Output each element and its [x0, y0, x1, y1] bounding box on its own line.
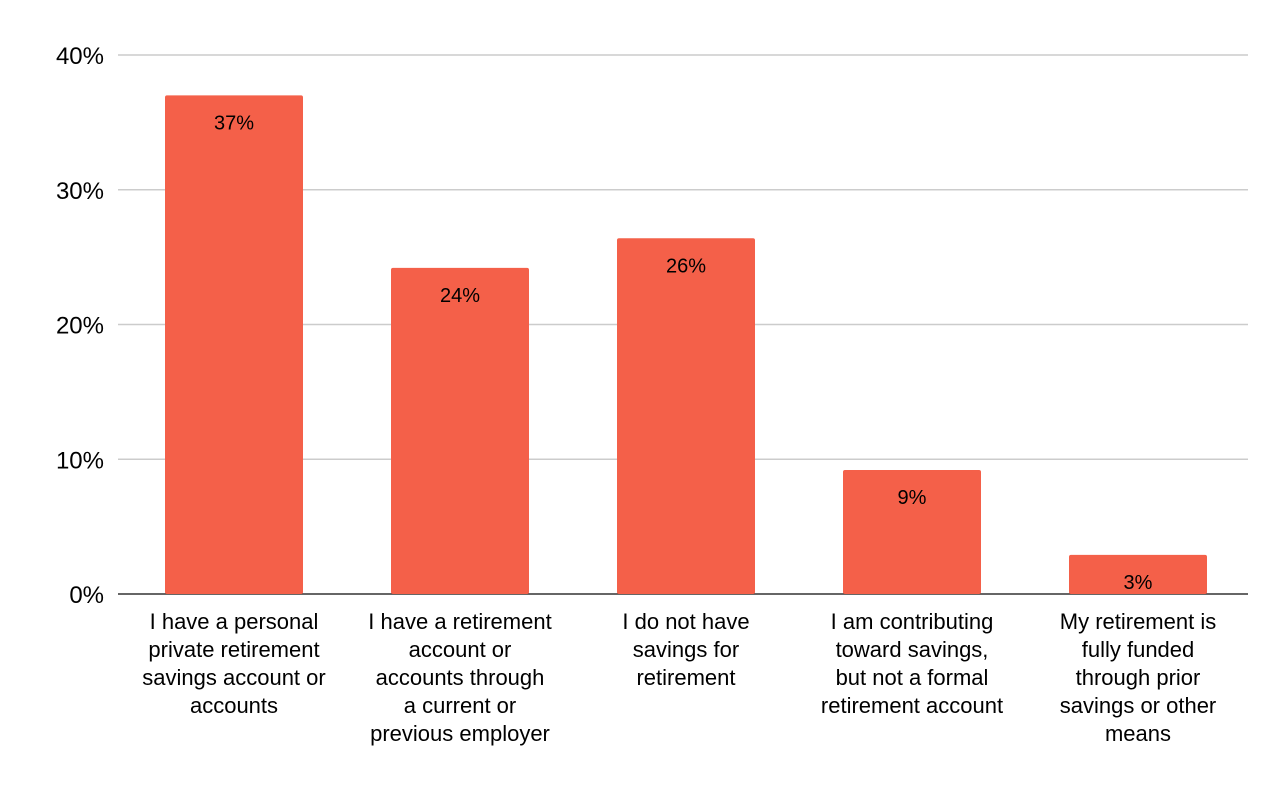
y-axis-ticks: 0% 10% 20% 30% 40%	[56, 43, 104, 609]
bar	[617, 238, 755, 594]
y-tick-label: 10%	[56, 447, 104, 474]
data-label: 26%	[666, 255, 706, 277]
bars	[165, 95, 1207, 595]
x-tick-label: I have a retirement account or accounts th…	[368, 609, 551, 746]
x-tick-label: I have a personal private retirement savin…	[142, 609, 325, 718]
data-label: 37%	[214, 112, 254, 134]
x-tick-label: My retirement is fully funded through prio…	[1060, 609, 1217, 746]
bar	[843, 470, 981, 594]
data-label: 24%	[440, 285, 480, 307]
bar	[391, 267, 529, 594]
data-label: 3%	[1124, 572, 1153, 594]
x-tick-label: I am contributing toward savings, but not …	[821, 609, 1003, 718]
bar	[1069, 554, 1207, 594]
y-tick-label: 30%	[56, 178, 104, 205]
data-label: 9%	[898, 487, 927, 509]
x-axis-labels: I have a personal private retirement savin…	[142, 609, 1216, 746]
bar	[165, 95, 303, 595]
y-tick-label: 40%	[56, 43, 104, 70]
y-tick-label: 20%	[56, 313, 104, 340]
data-labels: 37% 24% 26% 9% 3%	[214, 112, 1153, 593]
x-tick-label: I do not have savings for retirement	[622, 609, 749, 690]
y-tick-label: 0%	[69, 582, 104, 609]
